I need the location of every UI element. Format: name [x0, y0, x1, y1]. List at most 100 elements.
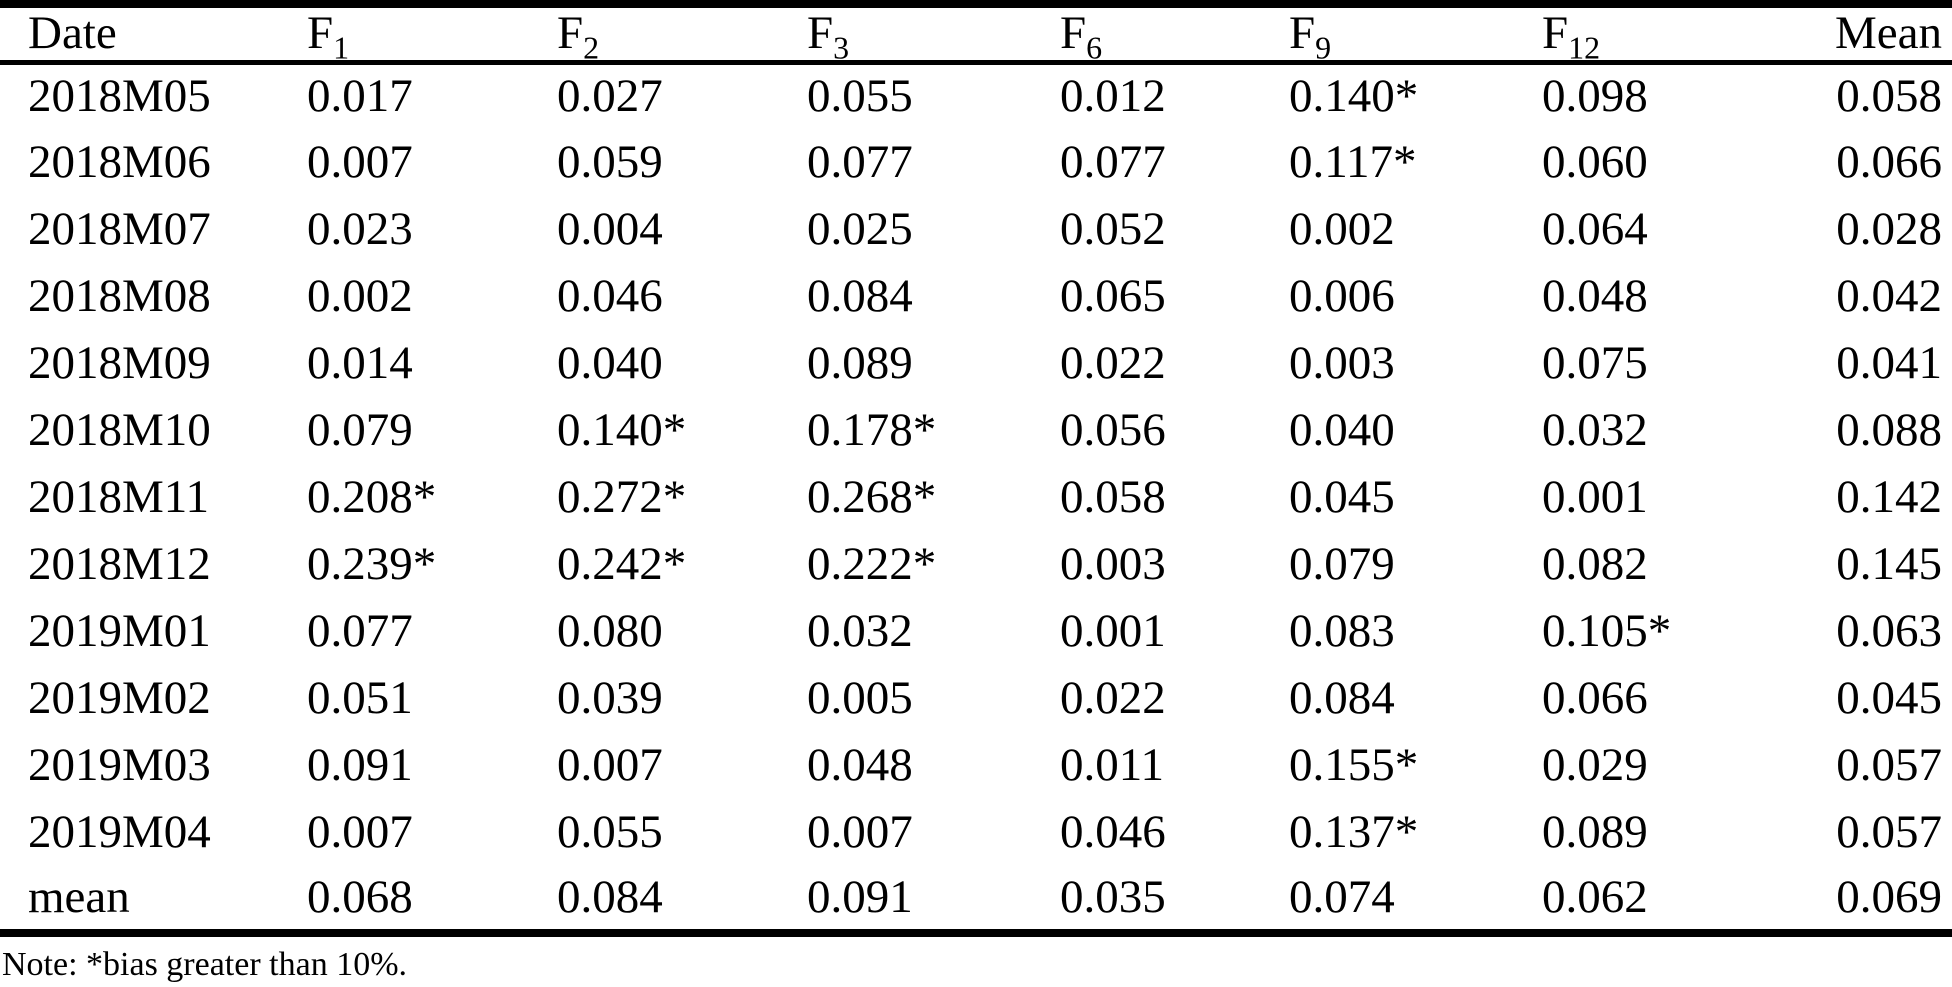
value-cell: 0.222*: [807, 538, 937, 590]
table-row: 2019M01 0.077 0.080 0.032 0.001 0.083 0.…: [0, 598, 1952, 665]
value-cell: 0.239*: [307, 538, 437, 590]
date-cell: 2019M01: [28, 605, 211, 657]
value-cell: 0.012: [1060, 70, 1166, 123]
column-header-label: F: [557, 7, 584, 60]
value-cell: 0.023: [307, 203, 413, 255]
column-header-subscript: 9: [1315, 30, 1332, 66]
value-cell: 0.007: [307, 136, 413, 188]
table-row: 2018M09 0.014 0.040 0.089 0.022 0.003 0.…: [0, 330, 1952, 397]
value-cell: 0.080: [557, 605, 663, 657]
value-cell: 0.022: [1060, 337, 1166, 389]
value-cell: 0.040: [557, 337, 663, 389]
header-row: Date F1 F2 F3 F6 F9 F12 Mean: [0, 4, 1952, 65]
column-header-label: Date: [28, 7, 117, 60]
value-cell: 0.041: [1836, 337, 1942, 389]
value-cell: 0.140*: [557, 404, 687, 456]
value-cell: 0.056: [1060, 404, 1166, 456]
value-cell: 0.089: [807, 337, 913, 389]
column-header-subscript: 2: [583, 30, 600, 66]
value-cell: 0.084: [557, 866, 807, 937]
value-cell: 0.064: [1542, 203, 1648, 255]
value-cell: 0.003: [1289, 337, 1395, 389]
table-row-mean: mean 0.068 0.084 0.091 0.035 0.074 0.062…: [0, 866, 1952, 937]
value-cell: 0.058: [1836, 70, 1942, 123]
value-cell: 0.007: [807, 806, 913, 858]
value-cell: 0.088: [1836, 404, 1942, 456]
value-cell: 0.082: [1542, 538, 1648, 590]
value-cell: 0.007: [557, 739, 663, 791]
table-row: 2018M08 0.002 0.046 0.084 0.065 0.006 0.…: [0, 263, 1952, 330]
table-note: Note: *bias greater than 10%.: [2, 946, 408, 983]
value-cell: 0.155*: [1289, 739, 1419, 791]
column-header-f9: F9: [1289, 4, 1542, 65]
value-cell: 0.014: [307, 337, 413, 389]
value-cell: 0.057: [1836, 739, 1942, 791]
column-header-label: F: [807, 7, 834, 60]
table-row: 2018M10 0.079 0.140* 0.178* 0.056 0.040 …: [0, 397, 1952, 464]
column-header-date: Date: [0, 4, 307, 65]
value-cell: 0.077: [307, 605, 413, 657]
value-cell: 0.022: [1060, 672, 1166, 724]
value-cell: 0.066: [1542, 672, 1648, 724]
value-cell: 0.032: [1542, 404, 1648, 456]
value-cell: 0.007: [307, 806, 413, 858]
value-cell: 0.075: [1542, 337, 1648, 389]
value-cell: 0.005: [807, 672, 913, 724]
value-cell: 0.242*: [557, 538, 687, 590]
value-cell: 0.048: [1542, 270, 1648, 322]
value-cell: 0.142: [1836, 471, 1942, 523]
value-cell: 0.048: [807, 739, 913, 791]
value-cell: 0.002: [307, 270, 413, 322]
value-cell: 0.066: [1836, 136, 1942, 188]
value-cell: 0.069: [1794, 866, 1952, 937]
value-cell: 0.105*: [1542, 605, 1672, 657]
value-cell: 0.039: [557, 672, 663, 724]
value-cell: 0.029: [1542, 739, 1648, 791]
value-cell: 0.032: [807, 605, 913, 657]
column-header-f2: F2: [557, 4, 807, 65]
date-cell: 2018M09: [28, 337, 211, 389]
value-cell: 0.051: [307, 672, 413, 724]
column-header-label: F: [1060, 7, 1087, 60]
value-cell: 0.083: [1289, 605, 1395, 657]
column-header-subscript: 1: [333, 30, 350, 66]
column-header-f3: F3: [807, 4, 1060, 65]
table-row: 2019M04 0.007 0.055 0.007 0.046 0.137* 0…: [0, 799, 1952, 866]
date-cell: 2018M05: [28, 70, 211, 123]
table-row: 2019M03 0.091 0.007 0.048 0.011 0.155* 0…: [0, 732, 1952, 799]
value-cell: 0.091: [307, 739, 413, 791]
value-cell: 0.079: [1289, 538, 1395, 590]
value-cell: 0.055: [807, 70, 913, 123]
value-cell: 0.272*: [557, 471, 687, 523]
table-row: 2018M06 0.007 0.059 0.077 0.077 0.117* 0…: [0, 129, 1952, 196]
value-cell: 0.045: [1289, 471, 1395, 523]
value-cell: 0.091: [807, 866, 1060, 937]
value-cell: 0.084: [1289, 672, 1395, 724]
value-cell: 0.077: [1060, 136, 1166, 188]
value-cell: 0.208*: [307, 471, 437, 523]
date-cell: 2018M12: [28, 538, 211, 590]
table-row: 2018M07 0.023 0.004 0.025 0.052 0.002 0.…: [0, 196, 1952, 263]
value-cell: 0.079: [307, 404, 413, 456]
value-cell: 0.002: [1289, 203, 1395, 255]
column-header-label: Mean: [1834, 7, 1942, 60]
column-header-mean: Mean: [1794, 4, 1952, 65]
value-cell: 0.178*: [807, 404, 937, 456]
value-cell: 0.035: [1060, 866, 1289, 937]
value-cell: 0.062: [1542, 866, 1794, 937]
column-header-subscript: 3: [833, 30, 850, 66]
date-cell: 2019M03: [28, 739, 211, 791]
table-row: 2018M05 0.017 0.027 0.055 0.012 0.140* 0…: [0, 62, 1952, 129]
date-cell: 2018M08: [28, 270, 211, 322]
value-cell: 0.089: [1542, 806, 1648, 858]
value-cell: 0.060: [1542, 136, 1648, 188]
value-cell: 0.046: [557, 270, 663, 322]
value-cell: 0.137*: [1289, 806, 1419, 858]
column-header-label: F: [1289, 7, 1316, 60]
value-cell: 0.117*: [1289, 136, 1417, 188]
value-cell: 0.042: [1836, 270, 1942, 322]
value-cell: 0.145: [1836, 538, 1942, 590]
value-cell: 0.003: [1060, 538, 1166, 590]
value-cell: 0.052: [1060, 203, 1166, 255]
